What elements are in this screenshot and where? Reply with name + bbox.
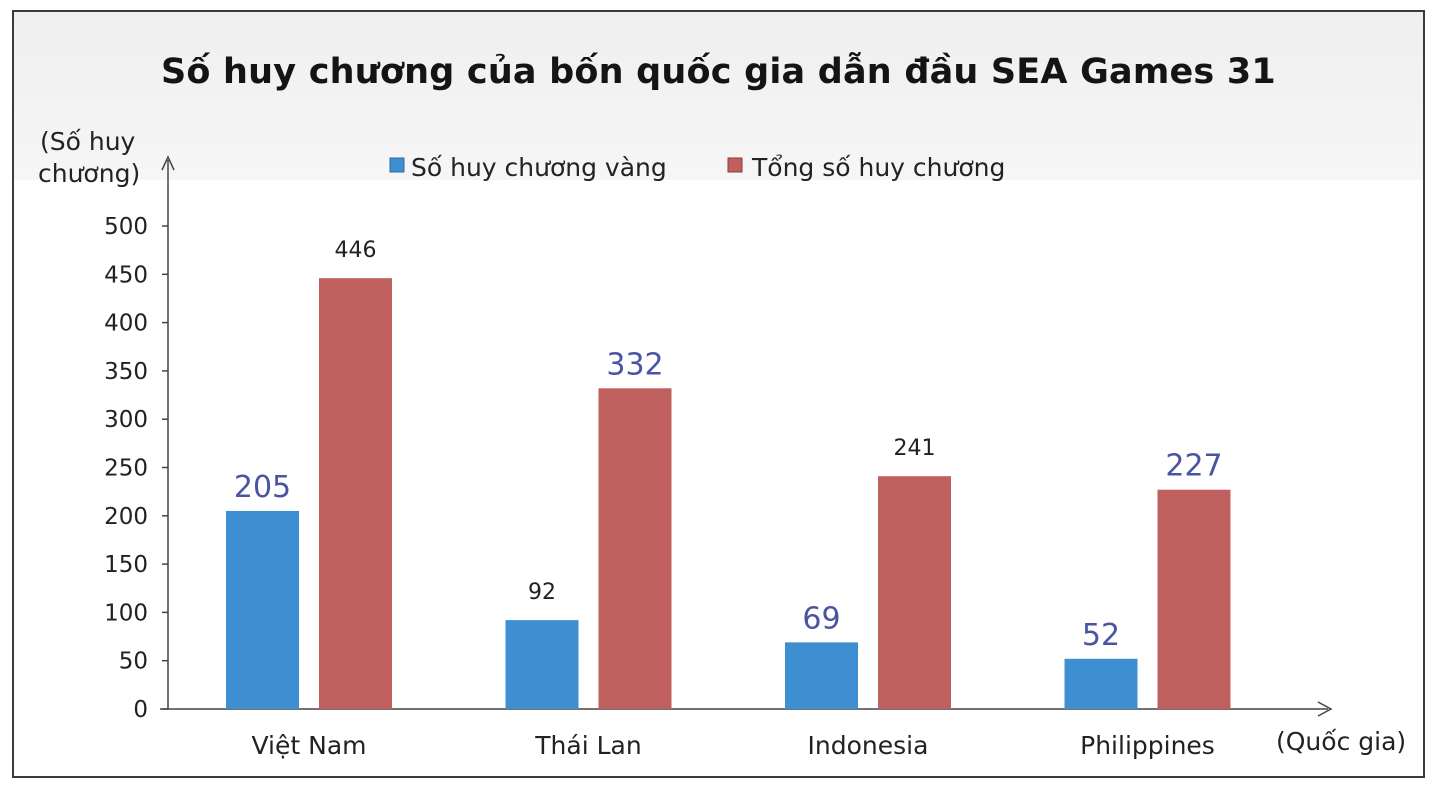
title-band [14, 12, 1423, 180]
y-tick-label: 50 [119, 649, 148, 675]
y-tick-label: 450 [104, 262, 148, 288]
legend-label-total: Tổng số huy chương [751, 153, 1005, 182]
legend-swatch-total [727, 157, 743, 173]
bar-gold [505, 620, 579, 709]
category-labels: Việt Nam Thái Lan Indonesia Philippines [251, 731, 1214, 760]
bar-total [319, 278, 392, 709]
bar-total [598, 388, 672, 709]
y-tick-label: 250 [104, 456, 148, 482]
x-axis-title: (Quốc gia) [1276, 727, 1406, 756]
x-axis-arrow [1317, 701, 1333, 717]
chart-title: Số huy chương của bốn quốc gia dẫn đầu S… [161, 52, 1276, 92]
data-labels: 205 446 92 332 69 241 52 227 [234, 238, 1223, 653]
data-label: 446 [335, 238, 377, 263]
y-tick-label: 0 [133, 697, 148, 723]
bars [226, 278, 1231, 709]
bar-gold [1064, 658, 1138, 709]
y-axis-arrow [161, 155, 175, 171]
data-label: 92 [528, 580, 556, 605]
bar-gold [785, 642, 858, 709]
data-label: 227 [1165, 449, 1222, 484]
bar-total [878, 476, 951, 709]
x-category-label: Thái Lan [534, 731, 641, 760]
y-axis-title-line2: chương) [38, 159, 140, 188]
data-label: 52 [1082, 618, 1120, 653]
data-label: 332 [606, 347, 663, 382]
x-category-label: Philippines [1080, 731, 1215, 760]
y-tick-label: 200 [104, 504, 148, 530]
x-category-label: Việt Nam [251, 731, 366, 760]
bar-gold [226, 510, 299, 709]
y-tick-label: 400 [104, 311, 148, 337]
legend-swatch-gold [389, 157, 405, 173]
y-axis-title-line1: (Số huy [40, 127, 136, 156]
x-category-label: Indonesia [808, 731, 929, 760]
y-tick-label: 150 [104, 552, 148, 578]
y-tick-label: 100 [104, 600, 148, 626]
legend-label-gold: Số huy chương vàng [411, 153, 667, 182]
data-label: 205 [234, 470, 291, 505]
y-tick-label: 300 [104, 407, 148, 433]
data-label: 241 [894, 436, 936, 461]
y-tick-label: 350 [104, 359, 148, 385]
data-label: 69 [802, 601, 840, 636]
bar-total [1157, 489, 1231, 709]
y-tick-label: 500 [104, 214, 148, 240]
y-ticks: 0 50 100 150 200 250 300 350 400 450 500 [104, 214, 168, 723]
legend: Số huy chương vàng Tổng số huy chương [389, 153, 1005, 182]
